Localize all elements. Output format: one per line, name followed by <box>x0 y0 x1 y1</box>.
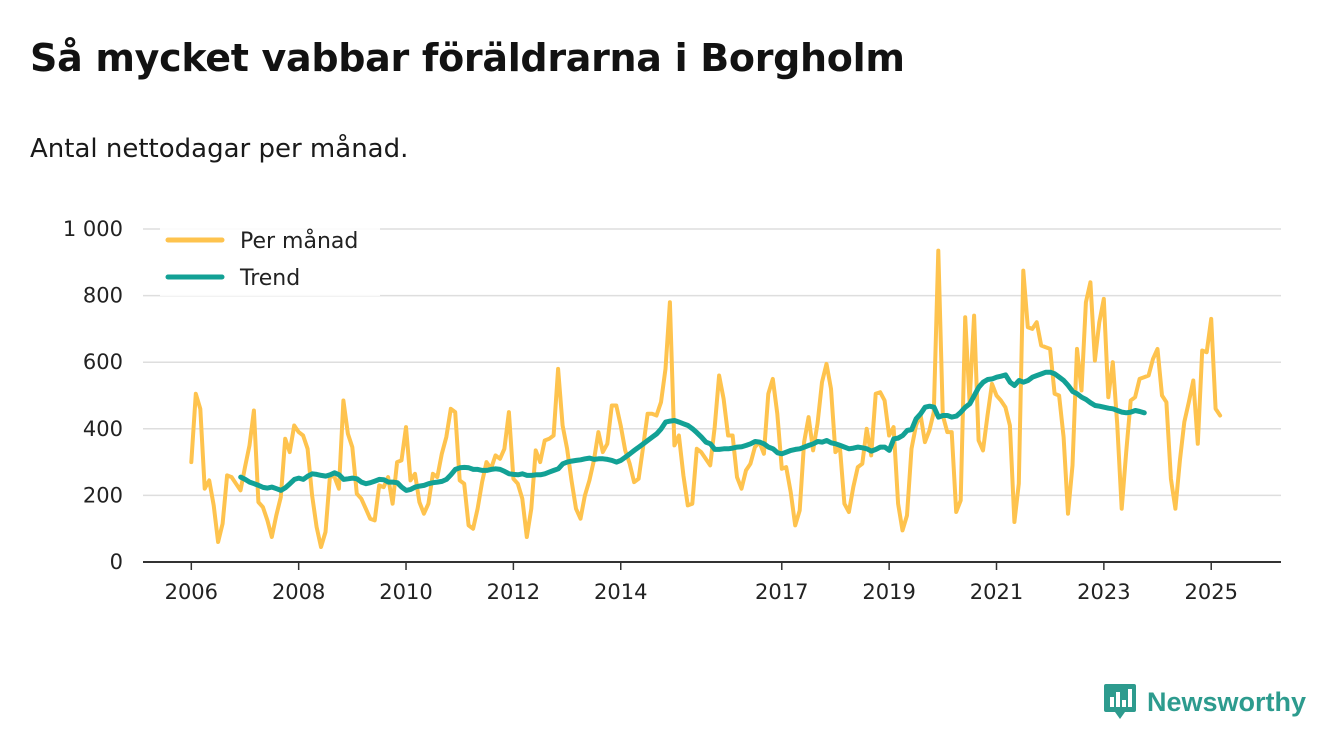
legend-background <box>160 222 380 296</box>
x-tick-label: 2019 <box>862 580 915 604</box>
legend-label-trend[interactable]: Trend <box>239 266 300 291</box>
y-tick-label: 1 000 <box>63 217 123 241</box>
x-tick-label: 2023 <box>1077 580 1130 604</box>
x-tick-label: 2025 <box>1184 580 1237 604</box>
chart-title: Så mycket vabbar föräldrarna i Borgholm <box>30 36 905 80</box>
legend[interactable]: Per månad Trend <box>160 222 380 296</box>
x-tick-label: 2014 <box>594 580 647 604</box>
chart-bubble-icon <box>1104 684 1136 719</box>
x-tick-label: 2012 <box>487 580 540 604</box>
brand-name: Newsworthy <box>1147 686 1307 717</box>
x-tick-label: 2017 <box>755 580 808 604</box>
chart-subtitle: Antal nettodagar per månad. <box>30 134 409 164</box>
y-axis-ticks: 0 200 400 600 800 1 000 <box>63 217 123 574</box>
x-axis-ticks: 2006 2008 2010 2012 2014 2017 2019 2021 2023 2025 <box>165 562 1238 604</box>
x-tick-label: 2021 <box>970 580 1023 604</box>
series-lines <box>189 248 1223 549</box>
per-month-line[interactable] <box>189 248 1223 549</box>
legend-label-per-month[interactable]: Per månad <box>240 228 358 254</box>
y-tick-label: 400 <box>83 417 123 441</box>
x-tick-label: 2006 <box>165 580 218 604</box>
newsworthy-logo[interactable]: Newsworthy <box>1103 683 1306 721</box>
x-tick-label: 2008 <box>272 580 325 604</box>
x-tick-label: 2010 <box>379 580 432 604</box>
y-tick-label: 0 <box>110 550 123 574</box>
y-tick-label: 600 <box>83 350 123 374</box>
trend-line[interactable] <box>238 369 1147 493</box>
y-tick-label: 200 <box>83 483 123 507</box>
y-tick-label: 800 <box>83 284 123 308</box>
